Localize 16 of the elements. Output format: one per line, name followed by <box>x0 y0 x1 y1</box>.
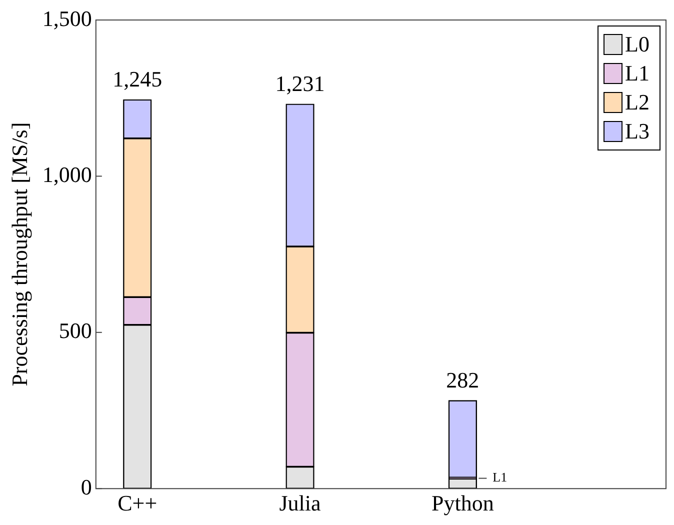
legend-label: L3 <box>625 118 650 144</box>
annotation: L1 <box>492 470 508 485</box>
x-tick-label: Python <box>432 490 494 516</box>
x-tick-label: Julia <box>279 490 322 516</box>
legend-label: L1 <box>625 60 650 86</box>
total-label: 1,245 <box>112 66 162 92</box>
x-tick-label: C++ <box>118 490 158 516</box>
y-tick-label: 500 <box>58 318 92 344</box>
y-tick-label: 1,500 <box>42 6 92 31</box>
total-label: 282 <box>446 367 480 392</box>
legend-label: L2 <box>625 89 650 114</box>
total-label: 1,231 <box>275 70 325 96</box>
legend-label: L0 <box>625 31 650 56</box>
y-tick-label: 1,000 <box>42 162 92 187</box>
y-tick-label: 0 <box>80 474 92 500</box>
y-axis-title: Processing throughput [MS/s] <box>6 122 32 386</box>
